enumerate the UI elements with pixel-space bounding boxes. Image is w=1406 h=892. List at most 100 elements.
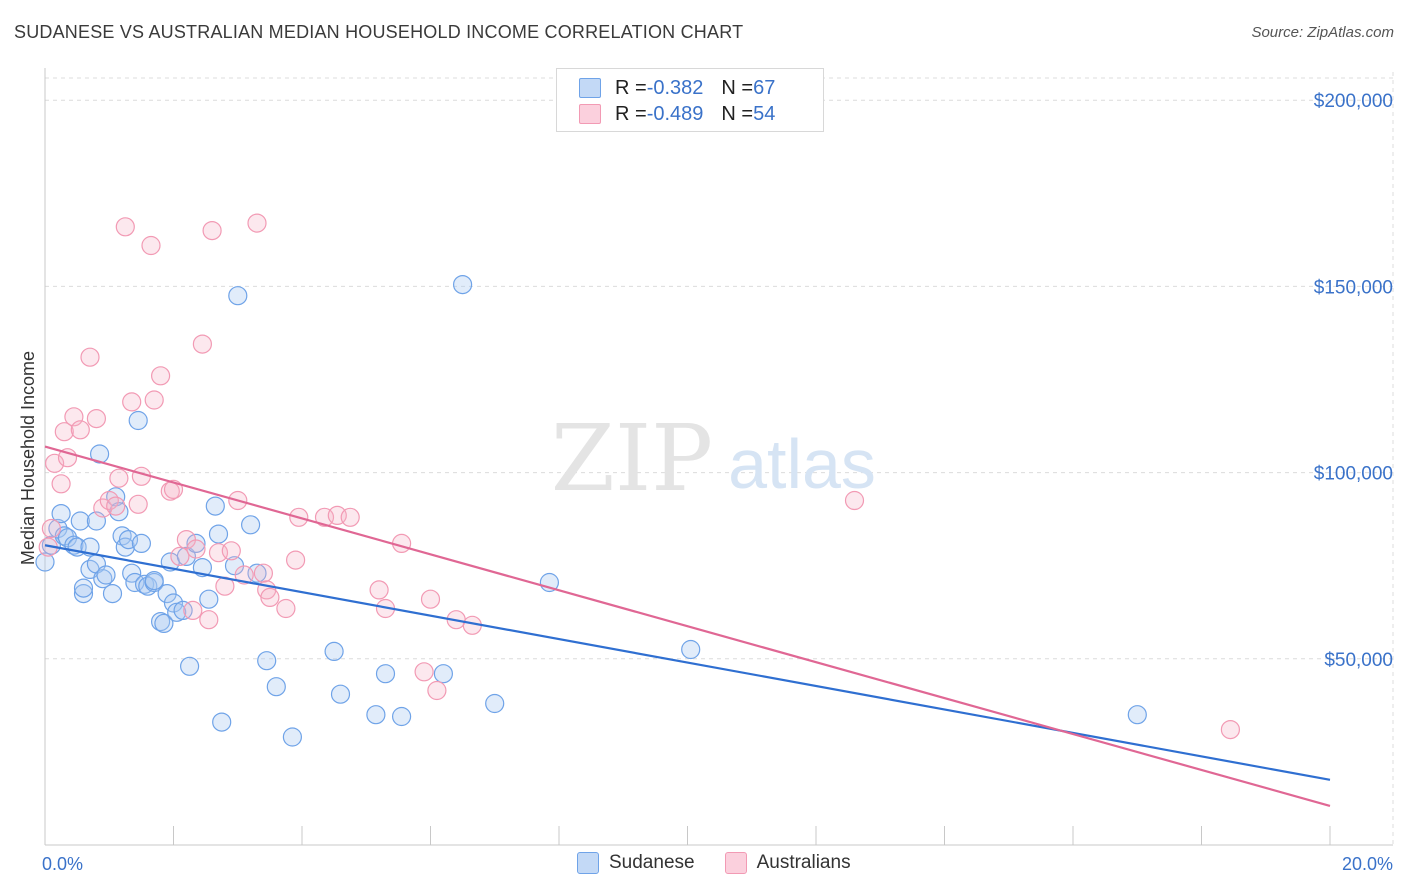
australians-point [202, 221, 222, 241]
sudanese-point [1127, 705, 1147, 725]
sudanese-point [151, 611, 171, 632]
legend-label-australians: Australians [756, 852, 851, 873]
sudanese-point [144, 570, 164, 591]
sudanese-point [41, 535, 62, 555]
sudanese-point [154, 613, 174, 634]
australians-legend-swatch [724, 852, 747, 874]
australians-trend-line [44, 445, 1331, 807]
australians-point [427, 680, 447, 701]
sudanese-point [73, 583, 94, 604]
y-tick-labels: $50,000 $100,000 $150,000 $200,000 [1314, 91, 1393, 671]
legend-n-label: N = [721, 102, 754, 125]
sudanese-point [35, 552, 55, 572]
australians-swatch [579, 104, 601, 124]
sudanese-point [102, 583, 123, 604]
legend-r-value: -0.382 [646, 76, 704, 99]
sudanese-point [93, 569, 113, 589]
australians-point [247, 213, 267, 233]
y-tick-label: $200,000 [1314, 91, 1393, 112]
australians-point [109, 468, 129, 488]
sudanese-point [208, 524, 229, 544]
sudanese-point [176, 546, 196, 567]
legend-r-label: R = [615, 102, 647, 125]
australians-point [192, 334, 212, 354]
sudanese-point [485, 693, 505, 714]
australians-point [199, 610, 219, 630]
australians-point [80, 347, 100, 367]
sudanese-point [135, 574, 155, 594]
y-tick-label: $100,000 [1314, 464, 1393, 485]
sudanese-point [241, 515, 261, 535]
australians-point [420, 589, 441, 609]
australians-point [144, 390, 164, 410]
series-legend: Sudanese Australians [577, 852, 881, 874]
sudanese-point [128, 410, 148, 431]
sudanese-swatch [579, 78, 601, 98]
australians-point [106, 496, 126, 516]
sudanese-point [89, 444, 110, 464]
australians-point [86, 409, 107, 429]
watermark-zip: ZIP [551, 405, 713, 512]
legend-label-sudanese: Sudanese [609, 852, 695, 873]
sudanese-point [282, 727, 302, 747]
legend-row-sudanese: R = -0.382 N = 67 [579, 75, 775, 101]
sudanese-point [330, 684, 351, 704]
australians-point [115, 217, 135, 237]
australians-point [54, 422, 74, 442]
chart-source: Source: ZipAtlas.com [1251, 24, 1394, 41]
sudanese-point [73, 578, 94, 598]
sudanese-point [173, 600, 193, 621]
sudanese-point [180, 656, 200, 676]
sudanese-trend-line [44, 544, 1331, 781]
australians-point [170, 546, 190, 567]
trend-lines [44, 445, 1331, 807]
sudanese-point [212, 712, 232, 732]
legend-n-label: N = [721, 76, 754, 99]
sudanese-point [433, 664, 453, 684]
legend-r-label: R = [615, 76, 647, 99]
legend-row-australians: R = -0.489 N = 54 [579, 101, 775, 127]
sudanese-point [51, 503, 71, 524]
australians-point [234, 565, 254, 585]
sudanese-point [112, 526, 132, 546]
watermark: ZIP atlas [551, 405, 876, 512]
x-tick-label: 0.0% [42, 854, 83, 874]
australians-point [41, 518, 62, 539]
x-tick-labels: 0.0% 20.0% [42, 854, 1393, 874]
y-tick-label: $150,000 [1314, 277, 1393, 298]
australians-point [260, 587, 280, 608]
watermark-atlas: atlas [728, 425, 876, 503]
sudanese-point [453, 275, 473, 295]
australians-point [183, 600, 203, 621]
australians-point [221, 541, 241, 561]
australians-point [1220, 719, 1241, 740]
sudanese-point [228, 286, 248, 306]
sudanese-legend-swatch [577, 852, 599, 874]
x-tick-label: 20.0% [1342, 854, 1393, 874]
sudanese-point [131, 533, 151, 554]
australians-point [70, 420, 90, 440]
legend-n-value: 54 [753, 102, 776, 125]
australians-point [186, 539, 206, 559]
legend-item-sudanese: Sudanese [577, 852, 695, 874]
australians-point [51, 474, 71, 494]
australians-point [253, 563, 273, 583]
sudanese-point [375, 664, 396, 684]
y-tick-label: $50,000 [1324, 650, 1393, 671]
sudanese-point [366, 705, 386, 725]
chart-title: SUDANESE VS AUSTRALIAN MEDIAN HOUSEHOLD … [14, 22, 744, 42]
australians-point [340, 507, 360, 527]
sudanese-point [266, 677, 286, 697]
sudanese-point [257, 651, 277, 671]
sudanese-point [186, 533, 206, 554]
sudanese-point [681, 639, 701, 660]
sudanese-point [324, 641, 344, 662]
australians-point [122, 392, 142, 412]
legend-item-australians: Australians [724, 852, 851, 874]
axes [44, 68, 1393, 846]
y-axis-label: Median Household Income [18, 351, 38, 565]
sudanese-point [205, 496, 225, 516]
australians-point [141, 235, 161, 256]
sudanese-point [199, 589, 219, 609]
